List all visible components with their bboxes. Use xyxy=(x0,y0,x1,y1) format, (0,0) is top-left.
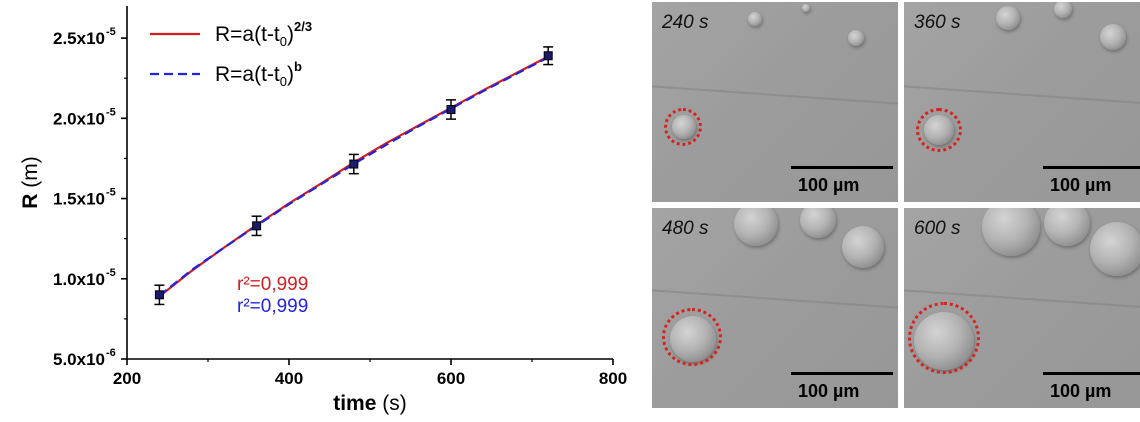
scale-bar xyxy=(791,166,893,169)
y-tick-exponent: -5 xyxy=(106,187,116,199)
y-axis-title: R (m) xyxy=(19,156,42,209)
scale-bar xyxy=(1043,372,1140,375)
panel-time-label: 480 s xyxy=(662,218,709,239)
y-tick-label: 1.0x10 xyxy=(53,270,105,289)
series-line-2 xyxy=(158,56,549,297)
scale-bar-label: 100 µm xyxy=(798,175,860,195)
x-tick-label: 200 xyxy=(113,369,141,388)
series-line-1 xyxy=(158,55,549,298)
scale-bar xyxy=(1043,166,1140,169)
y-tick-label: 1.5x10 xyxy=(53,190,105,209)
microscope-panel-480: 480 s 100 µm xyxy=(652,208,898,408)
data-point xyxy=(252,221,262,231)
data-point xyxy=(154,290,164,300)
tracked-droplet-ring xyxy=(908,302,980,374)
tracked-droplet-ring xyxy=(662,308,722,366)
x-tick-label: 800 xyxy=(599,369,627,388)
y-tick-exponent: -5 xyxy=(106,267,116,279)
x-tick-label: 600 xyxy=(437,369,465,388)
data-point xyxy=(446,104,456,114)
panel-time-label: 360 s xyxy=(914,12,961,33)
y-tick-label: 5.0x10 xyxy=(53,350,105,369)
y-tick-exponent: -5 xyxy=(106,26,116,38)
r-squared-annotation: r²=0,999 xyxy=(237,296,308,317)
x-tick-label: 400 xyxy=(275,369,303,388)
legend-label-2: R=a(t-t0)b xyxy=(215,59,302,89)
x-axis-title: time (s) xyxy=(333,392,407,415)
microscope-panel-600: 600 s 100 µm xyxy=(904,208,1140,408)
microscope-panel-360: 360 s 100 µm xyxy=(904,2,1140,202)
tracked-droplet-ring xyxy=(916,108,962,152)
scale-bar-label: 100 µm xyxy=(798,381,860,401)
microscope-panel-240: 240 s 100 µm xyxy=(652,2,898,202)
y-tick-exponent: -6 xyxy=(106,347,116,359)
legend-label-1: R=a(t-t0)2/3 xyxy=(215,19,312,49)
y-tick-exponent: -5 xyxy=(106,106,116,118)
panel-time-label: 240 s xyxy=(662,12,709,33)
y-tick-label: 2.5x10 xyxy=(53,29,105,48)
data-point xyxy=(349,159,359,169)
scale-bar-label: 100 µm xyxy=(1050,381,1112,401)
panel-time-label: 600 s xyxy=(914,218,961,239)
scale-bar xyxy=(791,372,893,375)
r-squared-annotation: r²=0,999 xyxy=(237,274,308,295)
scale-bar-label: 100 µm xyxy=(1050,175,1112,195)
tracked-droplet-ring xyxy=(664,108,702,146)
data-point xyxy=(543,51,553,61)
y-tick-label: 2.0x10 xyxy=(53,109,105,128)
